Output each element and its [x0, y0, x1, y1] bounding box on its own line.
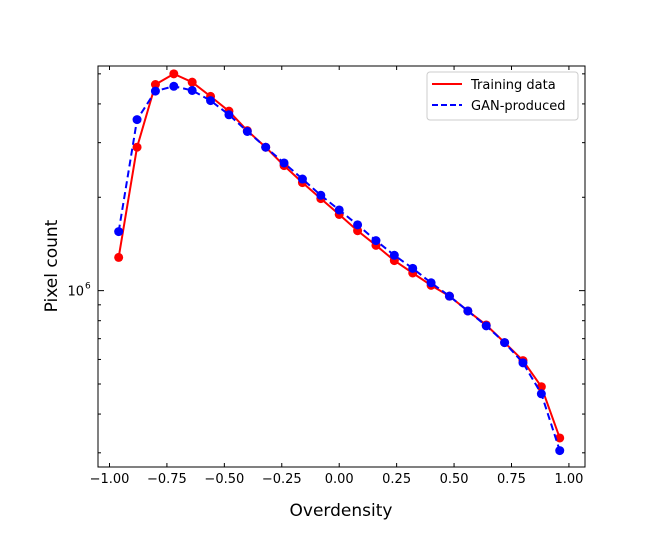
data-point-gan-produced [555, 446, 565, 456]
data-point-gan-produced [444, 291, 454, 301]
x-tick-label: 0.00 [325, 472, 354, 487]
legend-label-gan-produced: GAN-produced [471, 99, 566, 114]
data-point-gan-produced [150, 86, 160, 96]
data-point-gan-produced [206, 96, 216, 106]
y-axis-ticks: 10 6 [67, 73, 585, 454]
data-point-gan-produced [114, 227, 124, 237]
x-tick-label: −0.25 [262, 472, 302, 487]
data-point-training-data [187, 77, 197, 87]
data-point-gan-produced [297, 174, 307, 184]
legend: Training data GAN-produced [426, 71, 579, 121]
data-point-gan-produced [279, 158, 289, 168]
data-point-gan-produced [169, 81, 179, 91]
data-point-training-data [132, 142, 142, 152]
data-point-training-data [169, 69, 179, 79]
data-point-gan-produced [187, 85, 197, 95]
data-point-gan-produced [408, 263, 418, 273]
data-point-gan-produced [132, 115, 142, 125]
data-point-gan-produced [371, 236, 381, 246]
plot-area [97, 65, 586, 468]
data-point-gan-produced [261, 142, 271, 152]
y-axis-label: Pixel count [42, 219, 62, 312]
data-point-training-data [555, 433, 565, 443]
data-point-gan-produced [316, 190, 326, 200]
series-layer [114, 69, 565, 456]
y-tick-label-exponent: 6 [85, 282, 91, 292]
data-point-gan-produced [353, 220, 363, 230]
data-point-gan-produced [481, 321, 491, 331]
legend-box [426, 71, 579, 121]
plot-frame [97, 65, 586, 468]
data-point-gan-produced [242, 126, 252, 136]
x-tick-label: −1.00 [90, 472, 130, 487]
legend-label-training-data: Training data [470, 78, 556, 93]
data-point-gan-produced [500, 338, 510, 348]
x-axis-ticks: −1.00 −0.75 −0.50 −0.25 0.00 0.25 0.50 0.75 1.00 [90, 66, 583, 487]
data-point-training-data [114, 252, 124, 262]
data-point-gan-produced [536, 389, 546, 399]
x-tick-label: −0.75 [147, 472, 187, 487]
x-tick-label: 0.25 [382, 472, 411, 487]
x-tick-label: 0.75 [497, 472, 526, 487]
data-point-gan-produced [426, 278, 436, 288]
data-point-gan-produced [334, 205, 344, 215]
data-point-gan-produced [389, 250, 399, 260]
data-point-training-data [536, 382, 546, 392]
x-axis-label: Overdensity [290, 501, 393, 521]
x-tick-label: 0.50 [440, 472, 469, 487]
data-point-training-data [150, 79, 160, 89]
x-tick-label: 1.00 [554, 472, 583, 487]
data-point-gan-produced [463, 306, 473, 316]
y-tick-label-base: 10 [67, 285, 84, 300]
data-point-gan-produced [518, 358, 528, 368]
data-point-gan-produced [224, 110, 234, 120]
x-tick-label: −0.50 [204, 472, 244, 487]
